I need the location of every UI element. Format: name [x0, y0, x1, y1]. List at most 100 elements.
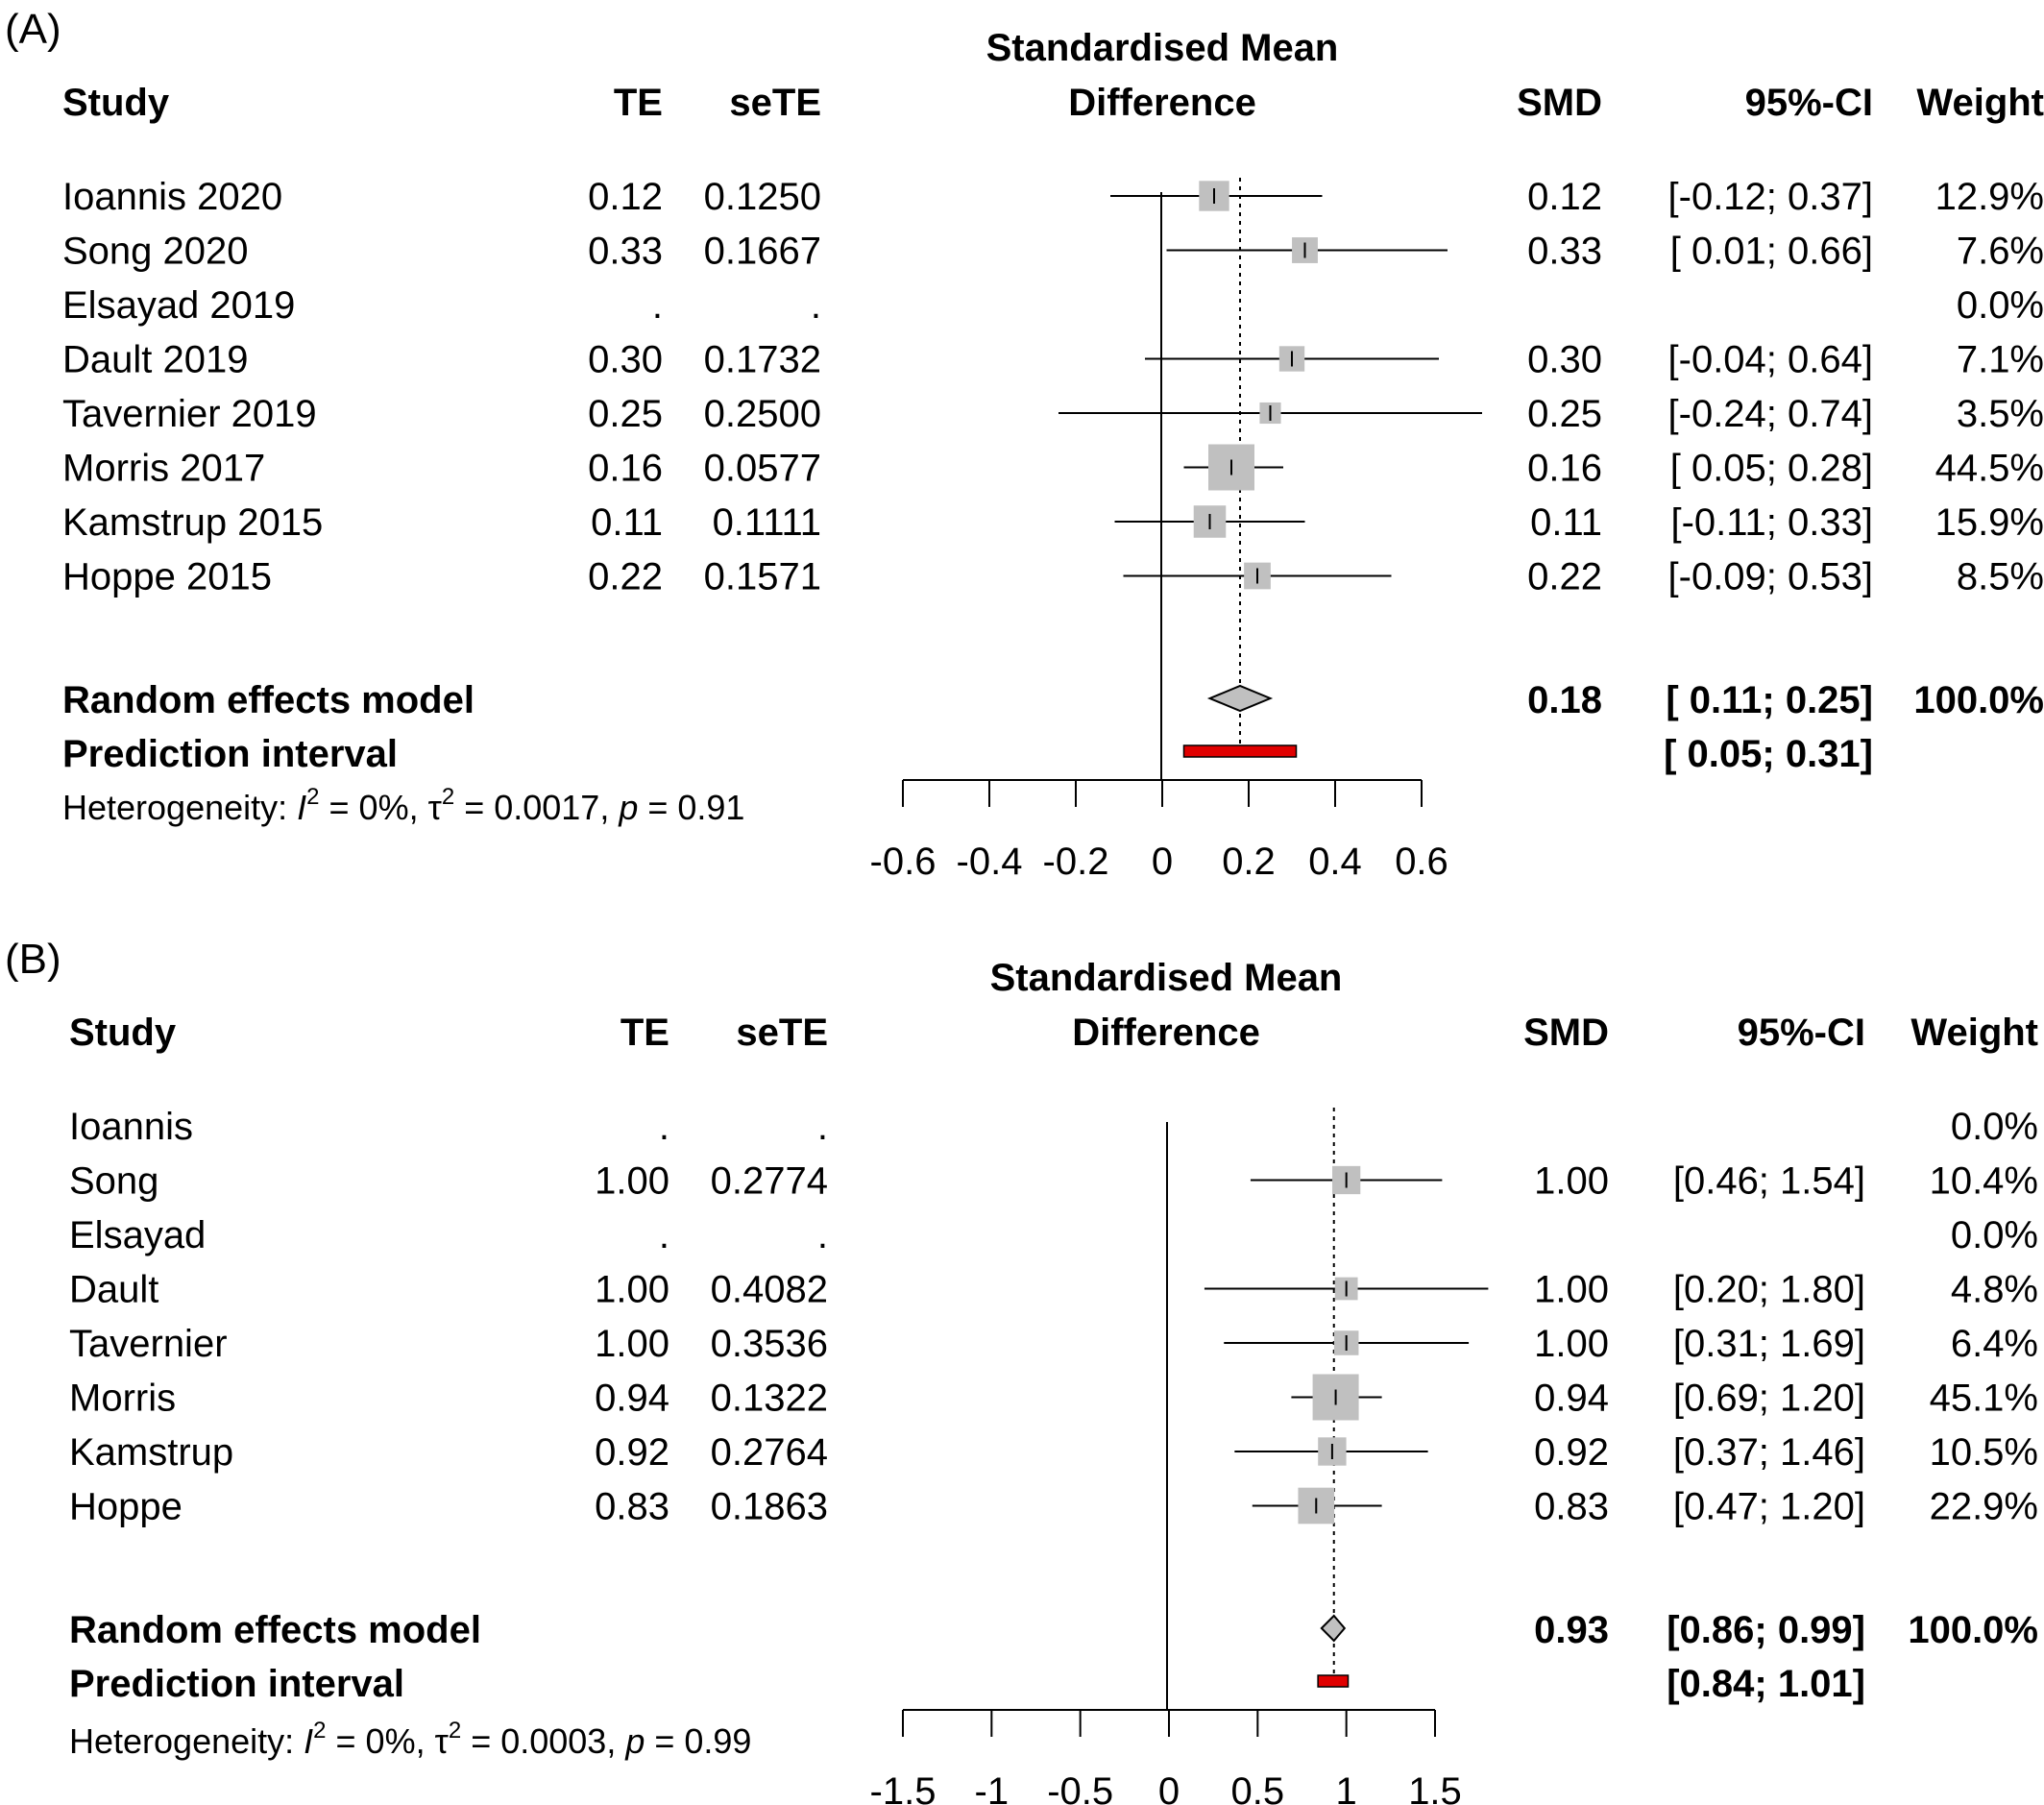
study-sete: .: [817, 1106, 828, 1148]
study-ci: [-0.09; 0.53]: [1668, 556, 1873, 598]
study-weight: 3.5%: [1957, 393, 2044, 435]
x-tick-label: -1.5: [870, 1770, 937, 1805]
x-tick-label: 1.5: [1408, 1770, 1462, 1805]
tau-squared-value: = 0.0017,: [454, 788, 619, 827]
chart-title-line-1: Standardised Mean: [990, 957, 1343, 999]
study-smd: 0.83: [1534, 1486, 1609, 1528]
x-tick-label: 0.5: [1231, 1770, 1285, 1805]
study-ci: [-0.04; 0.64]: [1668, 339, 1873, 381]
i-squared-value: = 0%,: [320, 788, 428, 827]
tau-squared-value: = 0.0003,: [461, 1721, 625, 1761]
study-weight: 7.6%: [1957, 231, 2044, 273]
header-sete: seTE: [729, 82, 821, 124]
x-tick-label: 1: [1336, 1770, 1357, 1805]
tau-symbol: τ: [435, 1721, 449, 1761]
study-te: .: [652, 284, 663, 327]
panel-label: (A): [5, 6, 61, 53]
study-name: Morris 2017: [62, 448, 265, 490]
study-name: Ioannis 2020: [62, 176, 282, 218]
study-te: 0.83: [595, 1486, 669, 1528]
study-te: 0.92: [595, 1431, 669, 1474]
study-name: Dault: [69, 1269, 158, 1311]
study-te: 0.11: [591, 501, 663, 544]
random-effects-diamond: [1320, 1614, 1347, 1643]
chart-title-line-1: Standardised Mean: [986, 27, 1339, 69]
study-sete: 0.0577: [704, 448, 821, 490]
study-smd: 0.11: [1530, 501, 1602, 544]
study-sete: .: [811, 284, 821, 327]
study-name: Ioannis: [69, 1106, 193, 1148]
study-weight: 15.9%: [1935, 501, 2044, 544]
i-squared-symbol: I: [297, 788, 306, 827]
study-name: Song 2020: [62, 231, 249, 273]
p-value: = 0.91: [638, 788, 744, 827]
prediction-interval-bar: [1182, 744, 1298, 758]
study-smd: 0.16: [1527, 448, 1602, 490]
study-te: 0.22: [588, 556, 663, 598]
x-tick-label: -0.5: [1047, 1770, 1113, 1805]
forest-panel-b: (B) Standardised Mean Difference Study TE seT…: [5, 936, 2038, 1805]
random-effects-label: Random effects model: [62, 679, 474, 721]
study-te: 0.25: [588, 393, 663, 435]
study-sete: 0.2764: [711, 1431, 828, 1474]
i-squared-value: = 0%,: [327, 1721, 435, 1761]
study-name: Elsayad: [69, 1214, 206, 1256]
study-weight: 0.0%: [1957, 284, 2044, 327]
header-weight: Weight: [1916, 82, 2044, 124]
header-sete: seTE: [736, 1012, 828, 1054]
study-weight: 22.9%: [1930, 1486, 2038, 1528]
study-sete: 0.1863: [711, 1486, 828, 1528]
header-weight: Weight: [1910, 1012, 2038, 1054]
study-name: Kamstrup: [69, 1431, 233, 1474]
x-tick-label: 0: [1152, 841, 1173, 883]
study-sete: 0.1111: [713, 501, 821, 544]
random-effects-ci: [0.86; 0.99]: [1667, 1609, 1865, 1651]
study-ci: [0.47; 1.20]: [1673, 1486, 1865, 1528]
study-sete: 0.3536: [711, 1323, 828, 1365]
study-ci: [0.46; 1.54]: [1673, 1160, 1865, 1203]
header-te: TE: [614, 82, 663, 124]
header-ci: 95%-CI: [1738, 1012, 1865, 1054]
study-weight: 6.4%: [1951, 1323, 2038, 1365]
x-tick-label: 0.4: [1308, 841, 1362, 883]
study-name: Morris: [69, 1378, 176, 1420]
study-name: Tavernier: [69, 1323, 228, 1365]
header-study: Study: [69, 1012, 177, 1054]
study-weight: 45.1%: [1930, 1378, 2038, 1420]
study-te: 1.00: [595, 1323, 669, 1365]
x-tick-label: 0.6: [1395, 841, 1448, 883]
study-te: .: [659, 1214, 669, 1256]
x-tick-label: -0.2: [1043, 841, 1109, 883]
header-ci: 95%-CI: [1745, 82, 1873, 124]
study-weight: 0.0%: [1951, 1106, 2038, 1148]
study-name: Song: [69, 1160, 158, 1203]
panel-label: (B): [5, 936, 61, 983]
header-te: TE: [620, 1012, 669, 1054]
study-te: .: [659, 1106, 669, 1148]
study-te: 0.30: [588, 339, 663, 381]
study-te: 0.33: [588, 231, 663, 273]
study-smd: 0.25: [1527, 393, 1602, 435]
random-effects-weight: 100.0%: [1913, 679, 2044, 721]
study-name: Elsayad 2019: [62, 284, 295, 327]
study-sete: 0.2774: [711, 1160, 828, 1203]
study-ci: [ 0.05; 0.28]: [1670, 448, 1873, 490]
heterogeneity-prefix: Heterogeneity:: [62, 788, 297, 827]
x-tick-label: 0: [1158, 1770, 1180, 1805]
heterogeneity-text: Heterogeneity: I2 = 0%, τ2 = 0.0017, p =…: [62, 784, 744, 827]
chart-title-line-2: Difference: [1068, 82, 1256, 124]
study-name: Kamstrup 2015: [62, 501, 323, 544]
study-smd: 0.92: [1534, 1431, 1609, 1474]
study-weight: 10.5%: [1930, 1431, 2038, 1474]
heterogeneity-text: Heterogeneity: I2 = 0%, τ2 = 0.0003, p =…: [69, 1718, 751, 1761]
study-weight: 10.4%: [1930, 1160, 2038, 1203]
study-weight: 8.5%: [1957, 556, 2044, 598]
study-te: 1.00: [595, 1269, 669, 1311]
study-sete: 0.1571: [704, 556, 821, 598]
study-te: 0.16: [588, 448, 663, 490]
study-name: Hoppe 2015: [62, 556, 272, 598]
study-smd: 0.22: [1527, 556, 1602, 598]
header-study: Study: [62, 82, 170, 124]
p-symbol: p: [624, 1721, 645, 1761]
study-ci: [0.37; 1.46]: [1673, 1431, 1865, 1474]
